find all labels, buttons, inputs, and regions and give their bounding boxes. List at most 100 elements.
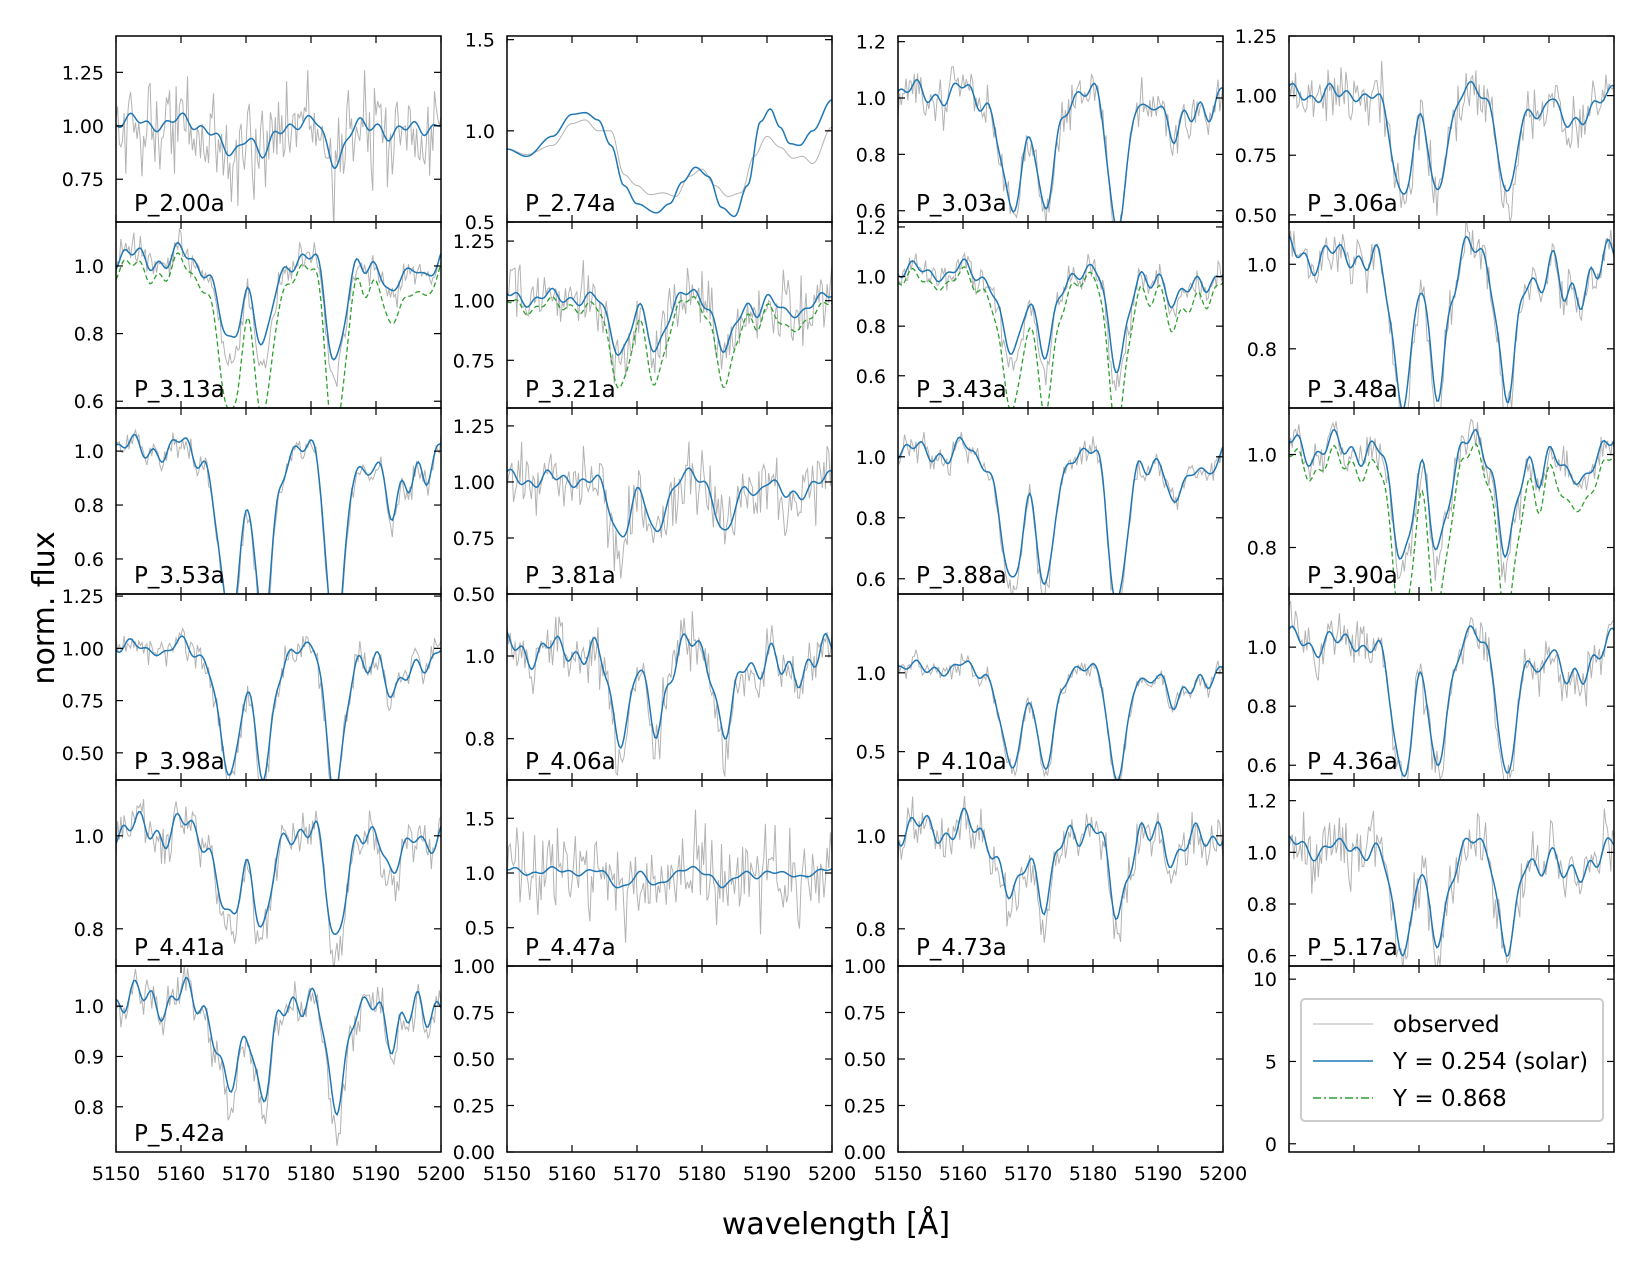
y-tick-label: 0.5 xyxy=(856,742,886,764)
series-y-0254 xyxy=(507,865,832,889)
y-tick-label: 10 xyxy=(1253,969,1277,991)
series-y-0254 xyxy=(1289,835,1614,958)
x-tick-label: 5160 xyxy=(939,1163,987,1185)
y-tick-label: 0.8 xyxy=(856,508,886,530)
legend-label: observed xyxy=(1393,1012,1500,1038)
panel-label: P_2.74a xyxy=(525,191,616,217)
y-tick-label: 0.25 xyxy=(453,1096,495,1118)
series-y-0254 xyxy=(116,241,441,361)
panel-frame xyxy=(1288,965,1615,1153)
panel-empty-21: 5150 5160 5170 5180 5190 5200 0.00 0.25 0.50 0.75… xyxy=(453,956,856,1185)
y-tick-label: 1.0 xyxy=(856,663,886,685)
x-tick-label: 5150 xyxy=(483,1163,531,1185)
y-tick-label: 0.25 xyxy=(844,1096,886,1118)
y-tick-label: 0.75 xyxy=(1235,145,1277,167)
series-observed xyxy=(898,649,1223,780)
series-y-0254 xyxy=(507,631,832,750)
panel-P_5.17a: 0.6 0.8 1.0 1.2 P_5.17a xyxy=(1247,779,1615,968)
plot-area xyxy=(507,809,832,943)
plot-area xyxy=(1289,60,1614,222)
y-tick-label: 0.00 xyxy=(844,1142,886,1164)
y-tick-label: 0.75 xyxy=(453,1003,495,1025)
panel-frame xyxy=(115,965,442,1153)
y-tick-label: 1.25 xyxy=(1235,26,1277,48)
y-tick-label: 0.6 xyxy=(74,391,104,413)
y-tick-label: 0.6 xyxy=(856,201,886,223)
y-tick-label: 0.5 xyxy=(465,918,495,940)
series-observed xyxy=(507,260,832,384)
y-tick-label: 1.00 xyxy=(453,291,495,313)
series-y-0254 xyxy=(116,112,441,170)
y-tick-label: 0.8 xyxy=(465,729,495,751)
plot-area xyxy=(116,626,441,780)
y-tick-label: 1.25 xyxy=(453,416,495,438)
y-tick-label: 0.6 xyxy=(856,366,886,388)
y-tick-label: 0.6 xyxy=(1247,755,1277,777)
y-tick-label: 1.5 xyxy=(465,30,495,52)
series-observed xyxy=(116,966,441,1146)
panel-P_3.81a: 0.50 0.75 1.00 1.25 P_3.81a xyxy=(453,407,833,606)
y-tick-label: 1.0 xyxy=(1247,445,1277,467)
y-tick-label: 1.00 xyxy=(1235,86,1277,108)
panel-P_3.88a: 0.6 0.8 1.0 P_3.88a xyxy=(856,407,1224,595)
y-tick-label: 1.00 xyxy=(62,116,104,138)
series-y-0254 xyxy=(898,659,1223,780)
panel-label: P_4.47a xyxy=(525,935,616,961)
panel-label: P_2.00a xyxy=(134,191,225,217)
x-tick-label: 5190 xyxy=(1134,1163,1182,1185)
y-tick-label: 0 xyxy=(1265,1134,1277,1156)
series-observed xyxy=(898,795,1223,943)
y-tick-label: 0.00 xyxy=(453,1142,495,1164)
y-tick-label: 0.6 xyxy=(74,549,104,571)
y-tick-label: 1.0 xyxy=(74,996,104,1018)
x-tick-label: 5160 xyxy=(548,1163,596,1185)
panel-P_4.10a: 0.5 1.0 P_4.10a xyxy=(856,593,1224,781)
y-tick-label: 0.8 xyxy=(1247,339,1277,361)
y-tick-label: 1.2 xyxy=(856,217,886,239)
x-tick-label: 5190 xyxy=(352,1163,400,1185)
panel-label: P_4.41a xyxy=(134,935,225,961)
series-y-0254 xyxy=(116,433,441,594)
plot-area xyxy=(116,69,441,222)
x-tick-label: 5180 xyxy=(287,1163,335,1185)
series-y-0868 xyxy=(1289,442,1614,594)
panel-P_4.06a: 0.8 1.0 P_4.06a xyxy=(465,593,833,781)
x-tick-label: 5200 xyxy=(1199,1163,1247,1185)
panel-label: P_3.13a xyxy=(134,377,225,403)
plot-area xyxy=(116,966,441,1146)
x-tick-label: 5200 xyxy=(808,1163,856,1185)
y-tick-label: 5 xyxy=(1265,1051,1277,1073)
y-tick-label: 1.0 xyxy=(465,646,495,668)
series-y-0254 xyxy=(898,436,1223,594)
y-tick-label: 1.00 xyxy=(62,638,104,660)
series-observed xyxy=(116,626,441,780)
series-observed xyxy=(1289,808,1614,966)
series-y-0254 xyxy=(898,78,1223,222)
y-tick-label: 0.8 xyxy=(856,919,886,941)
series-y-0254 xyxy=(116,976,441,1117)
series-y-0868 xyxy=(898,266,1223,408)
panel-P_3.48a: 0.8 1.0 P_3.48a xyxy=(1247,221,1615,409)
y-tick-label: 0.8 xyxy=(1247,894,1277,916)
series-y-0254 xyxy=(1289,234,1614,408)
panel-label: P_3.88a xyxy=(916,563,1007,589)
series-y-0868 xyxy=(507,295,832,389)
y-tick-label: 0.8 xyxy=(1247,538,1277,560)
series-observed xyxy=(898,66,1223,222)
panel-empty-23: 0 5 10 xyxy=(1253,965,1615,1156)
y-tick-label: 0.8 xyxy=(1247,696,1277,718)
panel-label: P_3.98a xyxy=(134,749,225,775)
plot-area xyxy=(1289,418,1614,594)
y-tick-label: 0.6 xyxy=(1247,946,1277,968)
series-observed xyxy=(116,227,441,388)
x-tick-label: 5170 xyxy=(1004,1163,1052,1185)
y-axis-label: norm. flux xyxy=(27,531,62,684)
series-y-0254 xyxy=(507,99,832,218)
y-tick-label: 0.75 xyxy=(453,528,495,550)
panel-P_3.98a: 0.50 0.75 1.00 1.25 P_3.98a xyxy=(62,586,442,781)
legend: observed Y = 0.254 (solar) Y = 0.868 xyxy=(1300,998,1604,1122)
plot-area xyxy=(507,611,832,777)
x-tick-label: 5150 xyxy=(92,1163,140,1185)
